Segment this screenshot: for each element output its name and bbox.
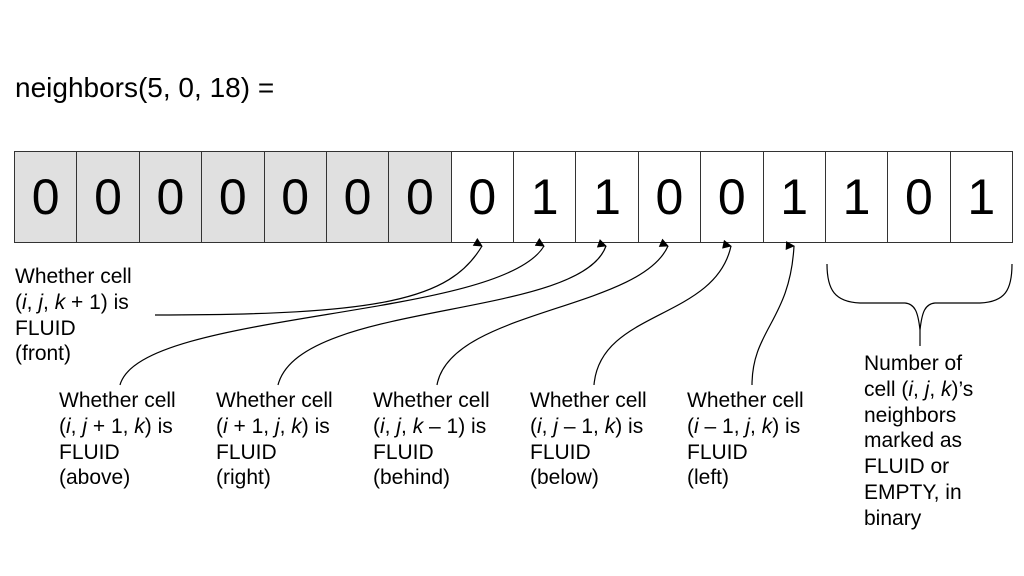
label-front-line1: Whether cell [15, 265, 132, 288]
label-front-coords: (i, j, k + 1) is [15, 290, 129, 314]
label-above: Whether cell (i, j + 1, k) is FLUID (abo… [59, 388, 176, 491]
label-count-line7: binary [864, 506, 922, 530]
label-below: Whether cell (i, j – 1, k) is FLUID (bel… [530, 388, 647, 491]
label-above-coords: (i, j + 1, k) is [59, 414, 173, 438]
bit-cell: 1 [967, 169, 996, 225]
label-neighbor-count: Number of cell (i, j, k)’s neighbors mar… [864, 351, 973, 532]
bit-cell: 0 [452, 152, 514, 242]
label-behind-line4: (behind) [373, 466, 451, 490]
label-left-line4: (left) [687, 466, 729, 490]
label-count-coords: cell (i, j, k)’s [864, 377, 974, 401]
label-above-line1: Whether cell [59, 389, 176, 412]
label-right-line3: FLUID [216, 440, 277, 464]
label-count-line3: neighbors [864, 403, 957, 427]
label-below-line1: Whether cell [530, 389, 647, 412]
bit-cell: 0 [701, 152, 764, 242]
label-right: Whether cell (i + 1, j, k) is FLUID (rig… [216, 388, 333, 491]
label-count-line1: Number of [864, 352, 963, 375]
bit-cell: 1 [764, 152, 826, 242]
bit-cell: 1 [576, 152, 639, 242]
bit-cell-padding: 0 [202, 152, 265, 242]
label-below-coords: (i, j – 1, k) is [530, 414, 644, 438]
bit-cell: 0 [888, 152, 951, 242]
label-right-line4: (right) [216, 466, 271, 490]
diagram-title: neighbors(5, 0, 18) = [15, 72, 275, 103]
arrow-below [593, 239, 732, 386]
label-count-line6: EMPTY, in [864, 480, 962, 504]
label-right-coords: (i + 1, j, k) is [216, 414, 330, 438]
bit-cell: 1 [514, 152, 577, 242]
label-above-line4: (above) [59, 466, 131, 490]
arrow-front [154, 237, 483, 316]
label-front: Whether cell (i, j, k + 1) is FLUID (fro… [15, 264, 132, 367]
label-above-line3: FLUID [59, 440, 120, 464]
label-below-line3: FLUID [530, 440, 591, 464]
label-count-line4: marked as [864, 429, 963, 453]
label-behind-line1: Whether cell [373, 389, 490, 412]
arrow-left [751, 241, 795, 386]
label-left: Whether cell (i – 1, j, k) is FLUID (lef… [687, 388, 804, 491]
bit-cell: 0 [639, 152, 702, 242]
arrow-above [119, 237, 545, 386]
label-left-line3: FLUID [687, 440, 748, 464]
bit-cell-padding: 0 [264, 152, 327, 242]
bit-cell: 1 [826, 152, 889, 242]
label-behind: Whether cell (i, j, k – 1) is FLUID (beh… [373, 388, 490, 491]
label-count-line5: FLUID or [864, 455, 950, 479]
bit-cell-padding: 0 [15, 152, 78, 242]
bit-cell-padding: 0 [326, 152, 390, 242]
arrow-behind [436, 238, 669, 386]
label-below-line4: (below) [530, 466, 599, 490]
label-left-coords: (i – 1, j, k) is [687, 414, 801, 438]
label-behind-coords: (i, j, k – 1) is [373, 414, 487, 438]
label-left-line1: Whether cell [687, 389, 804, 412]
label-front-line3: FLUID [15, 316, 76, 340]
count-brace [826, 263, 1013, 331]
bit-cell-padding: 0 [77, 152, 140, 242]
label-behind-line3: FLUID [373, 440, 434, 464]
label-right-line1: Whether cell [216, 389, 333, 412]
arrow-right [277, 239, 607, 386]
label-front-line4: (front) [15, 342, 72, 366]
bit-cell-padding: 0 [139, 152, 203, 242]
bit-cell-padding: 0 [389, 152, 452, 242]
